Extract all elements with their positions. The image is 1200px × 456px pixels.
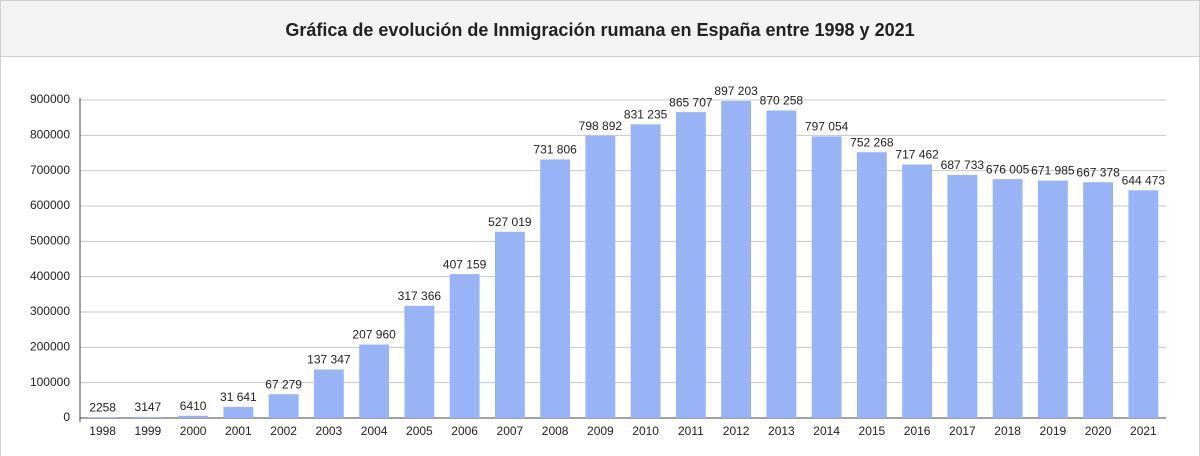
bar: [494, 231, 525, 418]
bar: [132, 416, 163, 418]
x-tick-label: 2015: [859, 424, 886, 438]
value-label: 798 892: [579, 119, 623, 133]
x-tick-label: 2012: [723, 424, 750, 438]
x-tick-label: 2001: [225, 424, 252, 438]
value-label: 870 258: [760, 94, 804, 108]
bar: [449, 274, 480, 418]
bar: [1083, 182, 1114, 418]
bar: [404, 305, 435, 418]
value-label: 676 005: [986, 162, 1030, 176]
bar: [630, 124, 661, 418]
bar: [992, 179, 1023, 418]
value-label: 644 473: [1122, 173, 1166, 187]
x-tick-label: 2007: [497, 424, 524, 438]
x-tick-label: 2005: [406, 424, 433, 438]
x-tick-label: 2009: [587, 424, 614, 438]
x-tick-label: 2003: [316, 424, 343, 438]
value-label: 865 707: [669, 95, 713, 109]
y-tick-label: 200000: [30, 340, 70, 354]
value-label: 831 235: [624, 107, 668, 121]
x-tick-label: 2002: [270, 424, 297, 438]
bar: [313, 369, 344, 418]
bar: [540, 159, 571, 419]
value-label: 897 203: [714, 84, 758, 98]
bar: [1128, 190, 1159, 418]
x-tick-label: 2017: [949, 424, 976, 438]
value-label: 2258: [89, 400, 116, 414]
x-tick-label: 2019: [1040, 424, 1067, 438]
bar: [268, 394, 299, 418]
x-tick-label: 2004: [361, 424, 388, 438]
value-label: 67 279: [265, 377, 302, 391]
chart-title: Gráfica de evolución de Inmigración ruma…: [285, 20, 914, 40]
x-tick-label: 2011: [678, 424, 704, 438]
value-label: 717 462: [895, 148, 939, 162]
bar: [856, 152, 887, 418]
bar: [811, 136, 842, 418]
bar: [87, 417, 118, 418]
x-tick-label: 2013: [768, 424, 795, 438]
bar: [223, 406, 254, 418]
bar: [585, 135, 616, 418]
bar: [947, 175, 978, 418]
value-label: 3147: [135, 400, 162, 414]
bar: [721, 100, 752, 418]
value-label: 317 366: [398, 289, 442, 303]
value-label: 527 019: [488, 215, 532, 229]
y-tick-label: 600000: [30, 198, 70, 212]
value-label: 731 806: [533, 143, 577, 157]
bar: [902, 164, 933, 418]
x-tick-label: 2018: [994, 424, 1021, 438]
y-tick-label: 900000: [30, 92, 70, 106]
value-label: 671 985: [1031, 164, 1075, 178]
x-tick-label: 2010: [632, 424, 659, 438]
y-tick-label: 500000: [30, 234, 70, 248]
x-tick-label: 1999: [135, 424, 162, 438]
y-tick-label: 300000: [30, 304, 70, 318]
bar: [1037, 180, 1068, 418]
value-label: 137 347: [307, 353, 351, 367]
x-tick-label: 2016: [904, 424, 931, 438]
x-tick-label: 2021: [1130, 424, 1157, 438]
value-label: 797 054: [805, 120, 849, 134]
bar: [766, 110, 797, 418]
value-label: 687 733: [941, 158, 985, 172]
x-tick-label: 2014: [813, 424, 840, 438]
x-tick-label: 2008: [542, 424, 569, 438]
y-tick-label: 0: [63, 410, 70, 424]
bar: [675, 112, 706, 419]
value-label: 407 159: [443, 257, 487, 271]
value-label: 667 378: [1076, 165, 1120, 179]
x-tick-label: 2020: [1085, 424, 1112, 438]
value-label: 31 641: [220, 390, 257, 404]
y-tick-label: 400000: [30, 269, 70, 283]
x-tick-label: 2000: [180, 424, 207, 438]
y-tick-label: 100000: [30, 375, 70, 389]
value-label: 752 268: [850, 135, 894, 149]
bar: [178, 415, 209, 418]
x-tick-label: 2006: [451, 424, 478, 438]
value-label: 207 960: [352, 328, 396, 342]
y-tick-label: 700000: [30, 163, 70, 177]
bar: [359, 344, 390, 418]
x-tick-label: 1998: [89, 424, 116, 438]
title-band: [0, 0, 1200, 57]
value-label: 6410: [180, 399, 207, 413]
y-tick-label: 800000: [30, 128, 70, 142]
